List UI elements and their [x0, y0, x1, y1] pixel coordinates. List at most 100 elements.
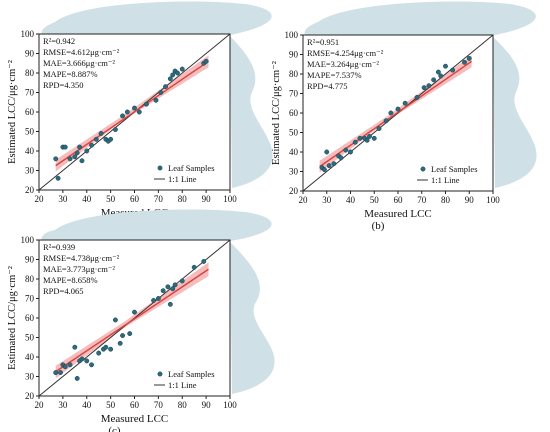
data-point — [89, 362, 94, 368]
data-point — [421, 85, 427, 91]
data-point — [84, 358, 90, 364]
y-tick-label: 60 — [25, 107, 35, 117]
legend-points-label: Leaf Samples — [168, 369, 215, 379]
data-point — [338, 155, 344, 161]
data-point — [77, 144, 83, 150]
data-point — [158, 90, 164, 95]
regression-line — [55, 268, 209, 373]
stat-line: RMSE=4.254μg·cm⁻² — [307, 48, 384, 58]
data-point — [72, 154, 78, 160]
data-point — [155, 296, 161, 301]
stat-line: MAPE=8.658% — [43, 275, 98, 285]
data-point — [175, 70, 180, 76]
data-point — [124, 109, 130, 115]
data-point — [136, 109, 142, 115]
stat-line: R²=0.951 — [307, 37, 339, 47]
data-point — [376, 126, 382, 132]
y-tick-label: 70 — [25, 294, 35, 304]
data-point — [466, 55, 472, 61]
data-point — [443, 63, 448, 69]
data-point — [62, 144, 68, 150]
x-tick-label: 50 — [370, 195, 380, 205]
data-point — [89, 142, 94, 148]
panel-a: 20304050607080901002030405060708090100Me… — [7, 1, 273, 231]
data-point — [143, 101, 149, 107]
y-tick-label: 80 — [25, 68, 35, 78]
data-point — [58, 370, 63, 376]
data-point — [103, 344, 109, 350]
legend-point-marker — [157, 165, 163, 171]
data-point — [62, 364, 68, 370]
y-tick-label: 90 — [25, 255, 35, 265]
y-tick-label: 100 — [285, 30, 299, 40]
data-point — [165, 284, 171, 290]
data-point — [167, 301, 173, 307]
x-tick-label: 60 — [130, 400, 140, 410]
legend-points-label: Leaf Samples — [431, 164, 478, 174]
x-tick-label: 60 — [130, 194, 140, 204]
data-point — [172, 282, 178, 288]
x-tick-label: 30 — [58, 194, 68, 204]
data-point — [450, 67, 456, 73]
stat-line: RPD=4.065 — [43, 286, 83, 296]
stat-line: MAE=3.264μg·cm⁻² — [307, 59, 379, 69]
x-tick-label: 90 — [202, 400, 212, 410]
data-point — [367, 133, 372, 139]
data-point — [74, 376, 80, 381]
data-point — [72, 344, 78, 350]
data-point — [151, 298, 157, 303]
legend-line-label: 1:1 Line — [168, 174, 197, 184]
stat-line: RPD=4.350 — [43, 80, 83, 90]
data-point — [435, 69, 441, 75]
y-tick-label: 20 — [289, 186, 299, 196]
x-tick-label: 40 — [346, 195, 356, 205]
x-tick-label: 80 — [178, 194, 188, 204]
panel-b: 20 30 40 50 60 70 80 90 100 20 30 40 50 60 70 80 90 100 Me… — [271, 1, 537, 232]
x-tick-label: 30 — [322, 195, 332, 205]
y-tick-label: 50 — [25, 127, 35, 137]
legend-line-label: 1:1 Line — [431, 175, 460, 185]
data-point — [127, 331, 133, 337]
data-point — [112, 317, 118, 323]
data-point — [203, 58, 209, 64]
x-tick-label: 70 — [154, 400, 164, 410]
data-point — [84, 148, 90, 154]
y-tick-label: 50 — [25, 333, 35, 343]
x-axis-label: Measured LCC — [101, 413, 169, 425]
y-axis-label: Estimated LCC/μg·cm⁻² — [7, 266, 18, 370]
y-tick-label: 30 — [25, 372, 35, 382]
data-point — [462, 59, 467, 65]
y-tick-label: 90 — [289, 50, 299, 60]
legend-line-label: 1:1 Line — [168, 380, 197, 390]
y-tick-label: 100 — [21, 235, 35, 245]
x-tick-label: 20 — [35, 400, 45, 410]
data-point — [108, 346, 114, 352]
x-tick-label: 100 — [223, 194, 237, 204]
stat-line: RPD=4.775 — [307, 81, 347, 91]
y-tick-label: 30 — [25, 166, 35, 176]
x-tick-label: 100 — [486, 195, 500, 205]
top-density-shape — [41, 1, 272, 35]
x-axis-label: Measured LCC — [364, 208, 432, 220]
y-tick-label: 60 — [289, 108, 299, 118]
legend-points-label: Leaf Samples — [168, 163, 215, 173]
x-tick-label: 100 — [223, 400, 237, 410]
data-point — [67, 156, 73, 162]
x-tick-label: 30 — [58, 400, 68, 410]
data-point — [53, 156, 59, 162]
stat-line: RMSE=4.612μg·cm⁻² — [43, 47, 120, 57]
data-point — [431, 77, 437, 83]
data-point — [438, 73, 444, 79]
data-point — [67, 362, 73, 368]
y-tick-label: 80 — [25, 274, 35, 284]
y-tick-label: 60 — [25, 313, 35, 323]
panel-c: 20 30 40 50 60 70 80 90 100 20 30 40 50 60 70 80 90 100 Me… — [7, 209, 275, 432]
data-point — [120, 333, 126, 338]
data-point — [167, 76, 173, 82]
right-density-shape — [230, 36, 273, 188]
y-tick-label: 50 — [289, 128, 299, 138]
stat-line: MAE=3.666μg·cm⁻² — [43, 58, 115, 68]
top-density-shape — [41, 209, 272, 241]
data-point — [163, 84, 168, 90]
